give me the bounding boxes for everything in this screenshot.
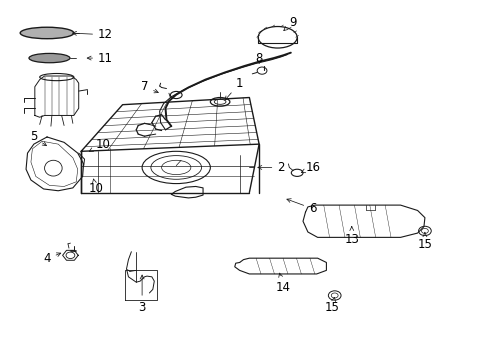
Text: 6: 6 bbox=[286, 199, 316, 215]
Text: 13: 13 bbox=[344, 226, 359, 246]
Text: 15: 15 bbox=[324, 297, 339, 314]
Text: 12: 12 bbox=[72, 28, 113, 41]
Ellipse shape bbox=[20, 27, 74, 39]
Text: 15: 15 bbox=[417, 233, 431, 251]
Text: 1: 1 bbox=[224, 77, 243, 100]
Text: 2: 2 bbox=[257, 161, 284, 174]
Text: 10: 10 bbox=[89, 138, 110, 152]
Text: 11: 11 bbox=[87, 51, 113, 64]
Text: 7: 7 bbox=[141, 80, 158, 93]
Text: 14: 14 bbox=[275, 273, 290, 294]
Ellipse shape bbox=[29, 53, 70, 63]
Text: 9: 9 bbox=[283, 16, 296, 31]
Text: 4: 4 bbox=[43, 252, 61, 265]
Text: 3: 3 bbox=[138, 275, 145, 314]
Text: 10: 10 bbox=[88, 179, 103, 195]
Text: 16: 16 bbox=[301, 161, 320, 174]
Text: 5: 5 bbox=[30, 130, 46, 146]
Text: 8: 8 bbox=[255, 51, 262, 64]
